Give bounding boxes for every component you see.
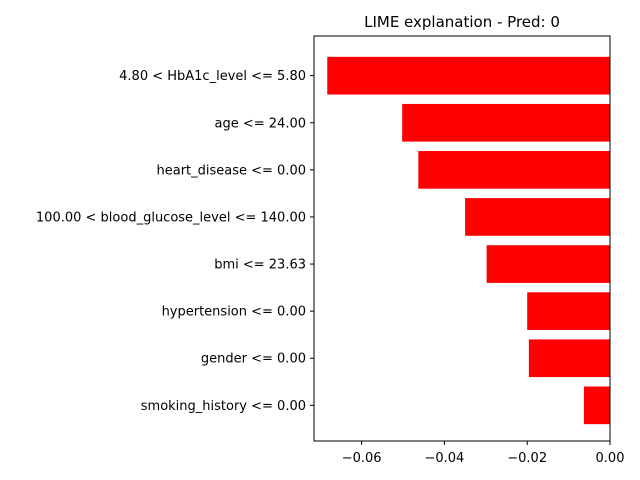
bar xyxy=(418,151,610,189)
bar xyxy=(528,339,610,378)
x-tick-label: 0.00 xyxy=(596,451,625,466)
y-tick-label: bmi <= 23.63 xyxy=(214,258,306,273)
y-tick-label: age <= 24.00 xyxy=(215,116,306,131)
chart-title: LIME explanation - Pred: 0 xyxy=(364,13,560,31)
y-tick-label: hypertension <= 0.00 xyxy=(162,305,306,320)
x-tick-label: −0.04 xyxy=(424,451,464,466)
bar xyxy=(327,56,610,95)
plot-border xyxy=(313,35,611,442)
axes-frame xyxy=(313,35,611,442)
bar xyxy=(465,198,610,236)
x-axis: −0.06 −0.04 −0.02 0.00 xyxy=(342,441,625,466)
x-tick-label: −0.02 xyxy=(507,451,547,466)
bars-layer xyxy=(327,56,610,425)
bar xyxy=(402,103,610,142)
bar xyxy=(583,386,610,425)
y-tick-label: smoking_history <= 0.00 xyxy=(141,399,306,414)
y-axis: 4.80 < HbA1c_level <= 5.80 age <= 24.00 he… xyxy=(36,69,314,414)
bar xyxy=(527,292,610,330)
bar xyxy=(486,245,610,283)
y-tick-label: 100.00 < blood_glucose_level <= 140.00 xyxy=(36,210,306,225)
y-tick-label: gender <= 0.00 xyxy=(201,352,306,367)
y-tick-label: 4.80 < HbA1c_level <= 5.80 xyxy=(119,69,306,84)
y-tick-label: heart_disease <= 0.00 xyxy=(156,163,306,178)
x-tick-label: −0.06 xyxy=(342,451,382,466)
